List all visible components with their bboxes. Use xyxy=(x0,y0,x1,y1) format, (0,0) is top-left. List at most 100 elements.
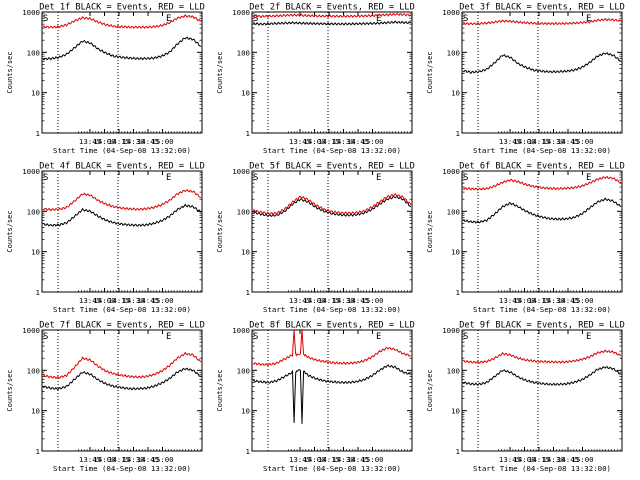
x-axis-label: Start Time (04-Sep-08 13:32:00) xyxy=(53,146,191,155)
y-tick-label: 1 xyxy=(246,447,250,456)
y-tick-label: 1000 xyxy=(232,326,250,335)
series-events-line xyxy=(42,36,202,61)
time-marker-label: S xyxy=(43,14,48,24)
y-axis-label: Counts/sec xyxy=(216,210,224,252)
y-tick-label: 1 xyxy=(36,129,40,138)
panel-det-5: Det 5f BLACK = Events, RED = LLD 1 10 100 10… xyxy=(216,162,415,315)
time-marker-label: E xyxy=(376,14,381,24)
time-marker-label: E xyxy=(586,173,591,183)
plot-frame xyxy=(41,329,203,452)
panel-title: Det 9f BLACK = Events, RED = LLD xyxy=(459,321,625,331)
y-tick-label: 1000 xyxy=(22,326,40,335)
y-tick-label: 10 xyxy=(241,407,250,416)
y-tick-label: 1 xyxy=(456,288,460,297)
time-marker-label: S xyxy=(463,332,468,342)
series-events-line xyxy=(252,20,412,26)
x-tick-label: 15:00 xyxy=(361,455,383,464)
y-axis-label: Counts/sec xyxy=(6,369,14,411)
y-axis-label: Counts/sec xyxy=(426,369,434,411)
y-tick-label: 1 xyxy=(246,129,250,138)
plot-frame xyxy=(41,170,203,293)
y-axis-label: Counts/sec xyxy=(426,51,434,93)
x-tick-label: 15:00 xyxy=(151,296,173,305)
panel-title: Det 6f BLACK = Events, RED = LLD xyxy=(459,162,625,172)
y-tick-label: 10 xyxy=(451,89,460,98)
series-events-line xyxy=(42,367,202,391)
x-tick-label: 14:00 xyxy=(93,455,115,464)
time-marker-label: S xyxy=(253,332,258,342)
series-events-line xyxy=(462,52,622,75)
x-tick-label: 15:00 xyxy=(571,296,593,305)
y-tick-label: 10 xyxy=(31,248,40,257)
x-tick-label: 14:45 xyxy=(557,296,579,305)
y-axis-label: Counts/sec xyxy=(216,51,224,93)
time-marker-label: E xyxy=(166,14,171,24)
time-marker-label: S xyxy=(253,173,258,183)
x-axis-label: Start Time (04-Sep-08 13:32:00) xyxy=(473,305,611,314)
x-tick-label: 14:45 xyxy=(347,137,369,146)
time-marker-label: S xyxy=(253,14,258,24)
y-tick-label: 1000 xyxy=(232,167,250,176)
x-tick-label: 15:00 xyxy=(571,137,593,146)
y-tick-label: 10 xyxy=(31,89,40,98)
x-tick-label: 14:00 xyxy=(513,296,535,305)
y-tick-label: 1 xyxy=(36,288,40,297)
x-tick-label: 14:45 xyxy=(347,296,369,305)
x-tick-label: 14:45 xyxy=(137,455,159,464)
x-tick-label: 13:45 xyxy=(79,455,101,464)
time-marker-label: S xyxy=(463,14,468,24)
panel-det-2: Det 2f BLACK = Events, RED = LLD 1 10 100 10… xyxy=(216,3,415,156)
y-tick-label: 10 xyxy=(451,248,460,257)
x-tick-label: 14:00 xyxy=(303,296,325,305)
x-axis-label: Start Time (04-Sep-08 13:32:00) xyxy=(53,464,191,473)
time-marker-label: S xyxy=(43,332,48,342)
x-tick-label: 14:00 xyxy=(303,137,325,146)
y-axis-label: Counts/sec xyxy=(6,51,14,93)
panel-title: Det 2f BLACK = Events, RED = LLD xyxy=(249,3,415,13)
x-tick-label: 14:00 xyxy=(513,455,535,464)
y-tick-label: 1000 xyxy=(232,8,250,17)
x-tick-label: 14:00 xyxy=(93,296,115,305)
series-lld-line xyxy=(42,188,202,212)
panel-det-8: Det 8f BLACK = Events, RED = LLD 1 10 100 10… xyxy=(216,321,415,474)
x-axis-label: Start Time (04-Sep-08 13:32:00) xyxy=(473,464,611,473)
x-tick-label: 14:45 xyxy=(557,137,579,146)
x-axis-label: Start Time (04-Sep-08 13:32:00) xyxy=(263,146,401,155)
x-tick-label: 14:30 xyxy=(122,137,144,146)
panel-title: Det 3f BLACK = Events, RED = LLD xyxy=(459,3,625,13)
x-tick-label: 14:45 xyxy=(137,296,159,305)
panel-title: Det 1f BLACK = Events, RED = LLD xyxy=(39,3,205,13)
x-tick-label: 14:15 xyxy=(528,137,550,146)
x-tick-label: 14:30 xyxy=(122,455,144,464)
x-tick-label: 15:00 xyxy=(571,455,593,464)
time-marker-label: E xyxy=(586,332,591,342)
y-tick-label: 1000 xyxy=(442,326,460,335)
panel-det-7: Det 7f BLACK = Events, RED = LLD 1 10 100 10… xyxy=(6,321,205,474)
x-tick-label: 14:15 xyxy=(108,137,130,146)
time-marker-label: E xyxy=(376,173,381,183)
series-events-line xyxy=(252,364,412,424)
x-axis-label: Start Time (04-Sep-08 13:32:00) xyxy=(263,305,401,314)
x-tick-label: 14:00 xyxy=(513,137,535,146)
panel-title: Det 5f BLACK = Events, RED = LLD xyxy=(249,162,415,172)
x-tick-label: 15:00 xyxy=(151,455,173,464)
y-tick-label: 100 xyxy=(27,366,40,375)
plot-frame xyxy=(461,329,623,452)
y-tick-label: 1000 xyxy=(442,8,460,17)
time-marker-label: S xyxy=(463,173,468,183)
x-tick-label: 14:15 xyxy=(318,296,340,305)
y-tick-label: 10 xyxy=(241,89,250,98)
y-tick-label: 1 xyxy=(456,129,460,138)
time-marker-label: E xyxy=(166,332,171,342)
y-tick-label: 100 xyxy=(27,48,40,57)
series-lld-line xyxy=(252,192,412,216)
x-tick-label: 14:00 xyxy=(303,455,325,464)
y-tick-label: 100 xyxy=(447,366,460,375)
x-tick-label: 14:30 xyxy=(542,137,564,146)
time-marker-label: E xyxy=(586,14,591,24)
x-axis-label: Start Time (04-Sep-08 13:32:00) xyxy=(473,146,611,155)
x-tick-label: 14:45 xyxy=(137,137,159,146)
y-axis-label: Counts/sec xyxy=(426,210,434,252)
x-tick-label: 14:45 xyxy=(347,455,369,464)
plot-frame xyxy=(251,11,413,134)
